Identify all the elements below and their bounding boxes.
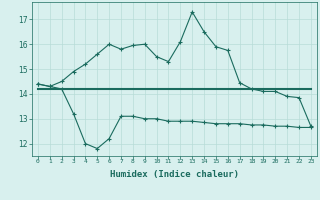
X-axis label: Humidex (Indice chaleur): Humidex (Indice chaleur) <box>110 170 239 179</box>
